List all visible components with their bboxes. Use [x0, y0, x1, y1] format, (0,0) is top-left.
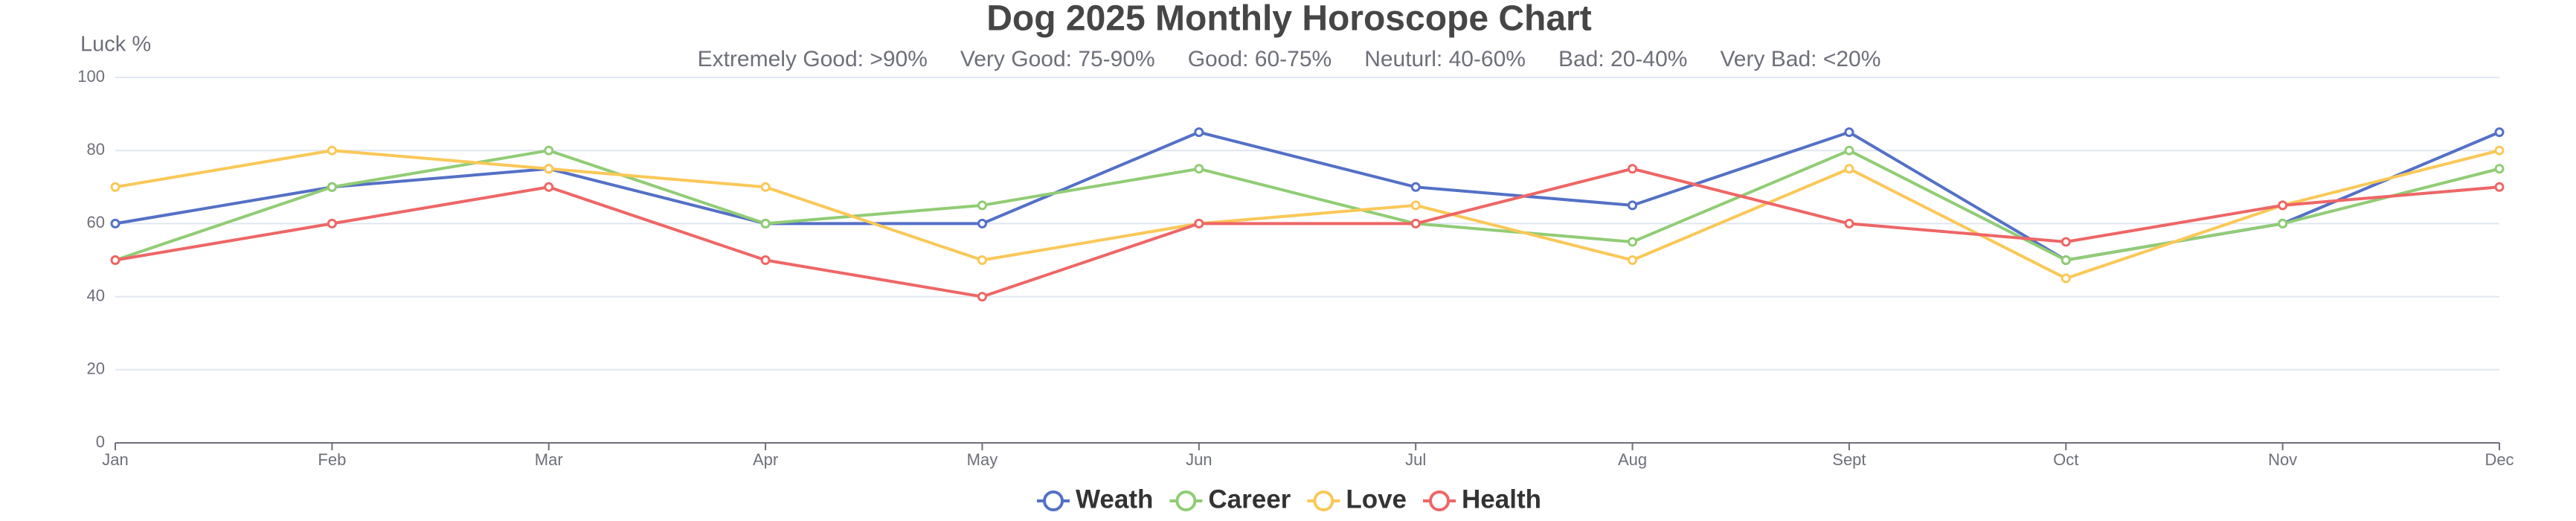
data-point	[1628, 164, 1638, 174]
x-tick-label: Mar	[535, 450, 563, 469]
data-point	[1844, 145, 1854, 156]
x-tick-label: Sept	[1832, 450, 1866, 469]
x-tick-label: Jun	[1186, 450, 1212, 469]
data-point	[2494, 164, 2505, 174]
subtitle-item: Extremely Good: >90%	[698, 47, 928, 71]
data-point	[110, 255, 121, 265]
y-tick-label: 0	[96, 432, 105, 451]
data-point	[2494, 127, 2505, 138]
data-point	[1628, 255, 1638, 265]
legend-item: Love	[1307, 485, 1407, 514]
x-tick-label: Apr	[753, 450, 778, 469]
data-point	[1628, 237, 1638, 247]
x-tick-label: Jan	[102, 450, 128, 469]
data-point	[327, 182, 337, 192]
series-line	[115, 149, 2500, 281]
x-tick-label: Jul	[1405, 450, 1426, 469]
legend-label: Health	[1462, 485, 1541, 514]
data-point	[2494, 182, 2505, 192]
data-point	[1844, 127, 1854, 138]
data-point	[1410, 200, 1421, 211]
x-tick-label: Nov	[2268, 450, 2297, 469]
y-tick-label: 80	[87, 140, 105, 159]
x-tick-label: Feb	[318, 450, 346, 469]
subtitle-item: Good: 60-75%	[1188, 47, 1332, 71]
data-point	[977, 218, 987, 228]
data-point	[1844, 218, 1854, 228]
legend-item: Health	[1423, 485, 1541, 514]
data-point	[760, 255, 771, 265]
data-point	[760, 218, 771, 228]
subtitle-item: Neuturl: 40-60%	[1364, 47, 1526, 71]
data-point	[544, 145, 554, 156]
data-point	[1844, 164, 1854, 174]
data-point	[110, 218, 121, 228]
legend-marker	[1175, 490, 1197, 511]
data-point	[1628, 200, 1638, 211]
data-point	[544, 182, 554, 192]
data-point	[1410, 218, 1421, 228]
data-point	[1194, 164, 1204, 174]
data-point	[1410, 182, 1421, 192]
legend-label: Career	[1208, 485, 1291, 514]
subtitle-item: Very Bad: <20%	[1720, 47, 1880, 71]
legend-marker	[1043, 490, 1064, 511]
data-point	[2494, 145, 2505, 156]
data-point	[760, 182, 771, 192]
subtitle: Extremely Good: >90% Very Good: 75-90% Goo…	[698, 47, 1881, 71]
legend-label: Love	[1346, 485, 1407, 514]
data-point	[2278, 200, 2288, 211]
x-tick-label: Dec	[2485, 450, 2514, 469]
data-point	[2061, 273, 2071, 284]
y-tick-label: 40	[87, 286, 105, 304]
x-tick-label: Oct	[2053, 450, 2078, 469]
legend-marker	[1429, 490, 1451, 511]
data-point	[2061, 237, 2071, 247]
data-point	[1194, 127, 1204, 138]
series-line	[115, 148, 2500, 262]
subtitle-item: Bad: 20-40%	[1558, 47, 1687, 71]
subtitle-item: Very Good: 75-90%	[960, 47, 1155, 71]
data-point	[977, 200, 987, 211]
y-tick-label: 60	[87, 213, 105, 231]
legend-label: Weath	[1076, 485, 1153, 514]
data-point	[977, 292, 987, 302]
legend-marker	[1313, 490, 1334, 511]
data-point	[327, 218, 337, 228]
legend-item: Weath	[1037, 485, 1153, 514]
data-point	[2278, 218, 2288, 228]
data-point	[544, 164, 554, 174]
x-tick-label: May	[967, 450, 998, 469]
y-tick-label: 20	[87, 359, 105, 378]
series-line	[115, 167, 2500, 298]
y-tick-label: 100	[77, 67, 105, 86]
data-point	[110, 182, 121, 192]
data-point	[2061, 255, 2071, 265]
y-axis-label: Luck %	[80, 33, 151, 57]
data-point	[977, 255, 987, 265]
legend-item: Career	[1169, 485, 1291, 514]
data-point	[327, 145, 337, 156]
x-tick-label: Aug	[1618, 450, 1647, 469]
data-point	[1194, 218, 1204, 228]
chart-title: Dog 2025 Monthly Horoscope Chart	[986, 0, 1591, 39]
